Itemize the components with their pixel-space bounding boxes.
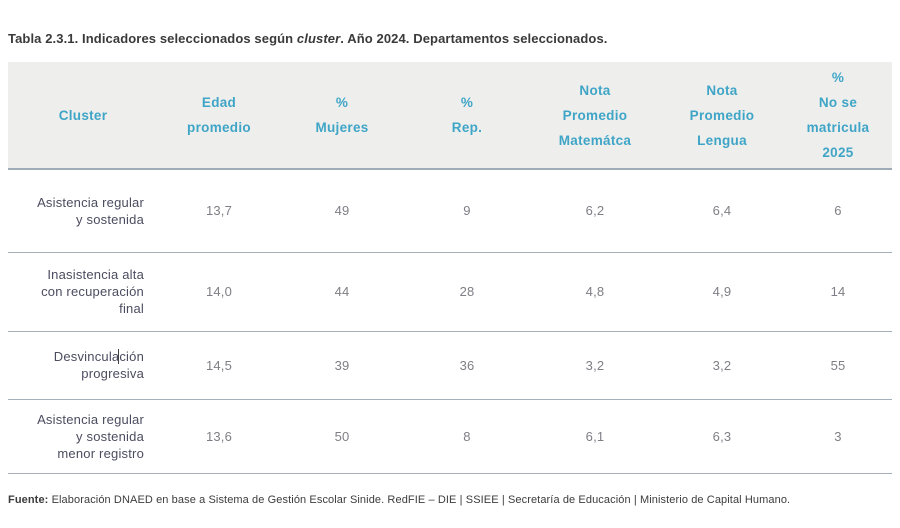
pct-no-matricula-cell: 3: [784, 399, 892, 474]
nota-lengua-cell: 3,2: [660, 331, 784, 400]
pct-mujeres-cell: 39: [280, 331, 404, 400]
edad-promedio-cell: 13,6: [158, 399, 280, 474]
col-header-nota-lengua: Nota Promedio Lengua: [660, 62, 784, 170]
header-row: Cluster Edad promedio % Mujeres % Rep. N…: [8, 62, 892, 170]
edad-promedio-cell: 14,0: [158, 252, 280, 332]
table-title: Tabla 2.3.1. Indicadores seleccionados s…: [8, 31, 892, 46]
cluster-name-cell: Asistencia regular y sostenida: [8, 169, 158, 253]
col-header-pct-rep: % Rep.: [404, 62, 530, 170]
pct-no-matricula-cell: 6: [784, 169, 892, 253]
nota-lengua-cell: 6,3: [660, 399, 784, 474]
pct-rep-cell: 9: [404, 169, 530, 253]
nota-matematica-cell: 4,8: [530, 252, 660, 332]
table-title-italic-word: cluster: [296, 31, 341, 46]
cluster-name-cell: Inasistencia alta con recuperación final: [8, 252, 158, 332]
table-title-suffix: . Año 2024. Departamentos seleccionados.: [340, 31, 608, 46]
nota-matematica-cell: 6,2: [530, 169, 660, 253]
source-label: Fuente:: [8, 494, 49, 506]
table-row: Asistencia regular y sostenida 13,7 49 9…: [8, 169, 892, 253]
source-note: Fuente: Elaboración DNAED en base a Sist…: [8, 494, 892, 506]
edad-promedio-cell: 14,5: [158, 331, 280, 400]
col-header-pct-no-matricula: % No se matricula 2025: [784, 62, 892, 170]
indicators-table: Cluster Edad promedio % Mujeres % Rep. N…: [8, 62, 892, 474]
col-header-edad-promedio: Edad promedio: [158, 62, 280, 170]
cluster-name-cell: Desvinculación progresiva: [8, 331, 158, 400]
cluster-name: Asistencia regular y sostenida menor reg…: [37, 411, 144, 461]
table-row: Desvinculación progresiva 14,5 39 36 3,2…: [8, 331, 892, 400]
table-title-prefix: Tabla 2.3.1. Indicadores seleccionados s…: [8, 31, 297, 46]
pct-rep-cell: 36: [404, 331, 530, 400]
source-text: Elaboración DNAED en base a Sistema de G…: [51, 494, 791, 506]
table-row: Asistencia regular y sostenida menor reg…: [8, 399, 892, 474]
pct-rep-cell: 28: [404, 252, 530, 332]
pct-mujeres-cell: 49: [280, 169, 404, 253]
col-header-nota-matematica: Nota Promedio Matemátca: [530, 62, 660, 170]
pct-no-matricula-cell: 14: [784, 252, 892, 332]
col-header-pct-mujeres: % Mujeres: [280, 62, 404, 170]
pct-mujeres-cell: 50: [280, 399, 404, 474]
nota-lengua-cell: 6,4: [660, 169, 784, 253]
cluster-name: Asistencia regular y sostenida: [37, 194, 144, 227]
nota-lengua-cell: 4,9: [660, 252, 784, 332]
table-row: Inasistencia alta con recuperación final…: [8, 252, 892, 332]
cluster-name-cell: Asistencia regular y sostenida menor reg…: [8, 399, 158, 474]
nota-matematica-cell: 3,2: [530, 331, 660, 400]
nota-matematica-cell: 6,1: [530, 399, 660, 474]
cluster-name: Desvinculación progresiva: [53, 349, 144, 381]
pct-mujeres-cell: 44: [280, 252, 404, 332]
text-cursor: [118, 348, 119, 364]
pct-no-matricula-cell: 55: [784, 331, 892, 400]
edad-promedio-cell: 13,7: [158, 169, 280, 253]
cluster-name: Inasistencia alta con recuperación final: [41, 267, 144, 316]
pct-rep-cell: 8: [404, 399, 530, 474]
col-header-cluster: Cluster: [8, 62, 158, 170]
